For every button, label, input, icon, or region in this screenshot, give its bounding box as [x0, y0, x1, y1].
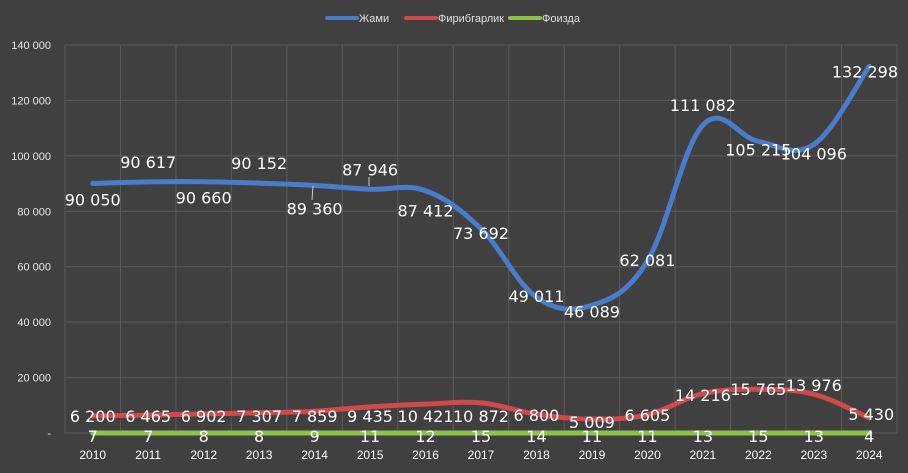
- y-tick-label: 60 000: [17, 262, 51, 274]
- data-label-фирибгарлик: 14 216: [675, 386, 731, 405]
- data-label-фоизда: 15: [471, 427, 491, 446]
- x-tick-label: 2018: [523, 448, 550, 462]
- data-label-фирибгарлик: 7 859: [292, 407, 338, 426]
- data-label-жами: 89 360: [287, 199, 343, 218]
- data-label-жами: 87 412: [398, 202, 454, 221]
- y-tick-label: 20 000: [17, 373, 51, 385]
- x-tick-label: 2023: [800, 448, 827, 462]
- x-tick-label: 2010: [79, 448, 106, 462]
- data-label-жами: 90 152: [231, 154, 287, 173]
- data-label-жами: 111 082: [670, 96, 736, 115]
- data-label-фоизда: 11: [582, 427, 602, 446]
- data-label-жами: 132 298: [832, 62, 898, 81]
- data-label-жами: 90 050: [65, 190, 121, 209]
- data-label-фирибгарлик: 10 872: [453, 407, 509, 426]
- x-tick-label: 2024: [856, 448, 883, 462]
- series-line-фирибгарлик: [90, 386, 872, 422]
- data-label-фирибгарлик: 6 465: [125, 407, 171, 426]
- x-tick-label: 2014: [301, 448, 328, 462]
- data-label-фоизда: 15: [748, 427, 768, 446]
- y-tick-label: 120 000: [11, 95, 51, 107]
- x-tick-label: 2017: [468, 448, 495, 462]
- x-tick-label: 2021: [690, 448, 717, 462]
- series-line-жами: [90, 63, 872, 312]
- data-label-фоизда: 11: [360, 427, 380, 446]
- grid: [64, 44, 898, 434]
- x-tick-label: 2022: [745, 448, 772, 462]
- legend-label-фоизда: Фоизда: [542, 13, 581, 25]
- data-label-фирибгарлик: 6 605: [624, 406, 670, 425]
- x-tick-label: 2012: [190, 448, 217, 462]
- data-label-фирибгарлик: 9 435: [347, 407, 393, 426]
- legend-label-жами: Жами: [359, 13, 389, 25]
- x-tick-label: 2013: [246, 448, 273, 462]
- data-label-жами: 90 660: [176, 189, 232, 208]
- data-label-жами: 87 946: [342, 160, 398, 179]
- data-label-фоизда: 13: [693, 427, 713, 446]
- data-label-фоизда: 12: [415, 427, 435, 446]
- data-label-жами: 104 096: [781, 145, 847, 164]
- data-label-жами: 62 081: [619, 251, 675, 270]
- legend-label-фирибгарлик: Фирибгарлик: [438, 13, 504, 25]
- data-label-фирибгарлик: 10 421: [398, 407, 454, 426]
- data-label-фирибгарлик: 15 765: [730, 380, 786, 399]
- y-tick-label: 100 000: [11, 151, 51, 163]
- data-label-фоизда: 14: [526, 427, 546, 446]
- series-lines: [90, 63, 872, 436]
- data-label-фоизда: 7: [88, 427, 98, 446]
- x-tick-label: 2015: [357, 448, 384, 462]
- data-label-фирибгарлик: 7 307: [236, 407, 282, 426]
- data-label-фоизда: 11: [637, 427, 657, 446]
- data-label-жами: 49 011: [508, 287, 564, 306]
- x-tick-label: 2016: [412, 448, 439, 462]
- y-tick-label: -: [47, 428, 51, 440]
- x-tick-label: 2019: [579, 448, 606, 462]
- data-label-жами: 46 089: [564, 302, 620, 321]
- data-label-жами: 73 692: [453, 224, 509, 243]
- data-label-фоизда: 13: [804, 427, 824, 446]
- data-label-фоизда: 7: [143, 427, 153, 446]
- legend: Жами Фирибгарлик Фоизда: [325, 13, 581, 25]
- y-axis-ticks: - 20 000 40 000 60 000 80 000 100 000 120 000 1…: [11, 40, 51, 440]
- data-label-фирибгарлик: 6 800: [514, 406, 560, 425]
- x-axis-ticks: 2010 2011 2012 2013 2014 2015 2016 2017 2018 2019…: [79, 448, 883, 462]
- data-label-жами: 105 215: [725, 140, 791, 159]
- data-label-фирибгарлик: 6 200: [70, 407, 116, 426]
- data-label-фоизда: 4: [864, 427, 874, 446]
- data-label-фоизда: 8: [254, 427, 264, 446]
- data-label-фирибгарлик: 5 009: [569, 413, 615, 432]
- data-label-фирибгарлик: 13 976: [786, 376, 842, 395]
- data-label-фоизда: 8: [199, 427, 209, 446]
- y-tick-label: 140 000: [11, 40, 51, 52]
- y-tick-label: 80 000: [17, 206, 51, 218]
- x-tick-label: 2020: [634, 448, 661, 462]
- data-label-фирибгарлик: 6 902: [181, 407, 227, 426]
- data-label-фирибгарлик: 5 430: [848, 405, 894, 424]
- data-label-жами: 90 617: [120, 153, 176, 172]
- x-tick-label: 2011: [135, 448, 161, 462]
- data-label-фоизда: 9: [310, 427, 320, 446]
- leader-line: [311, 185, 314, 201]
- y-tick-label: 40 000: [17, 317, 51, 329]
